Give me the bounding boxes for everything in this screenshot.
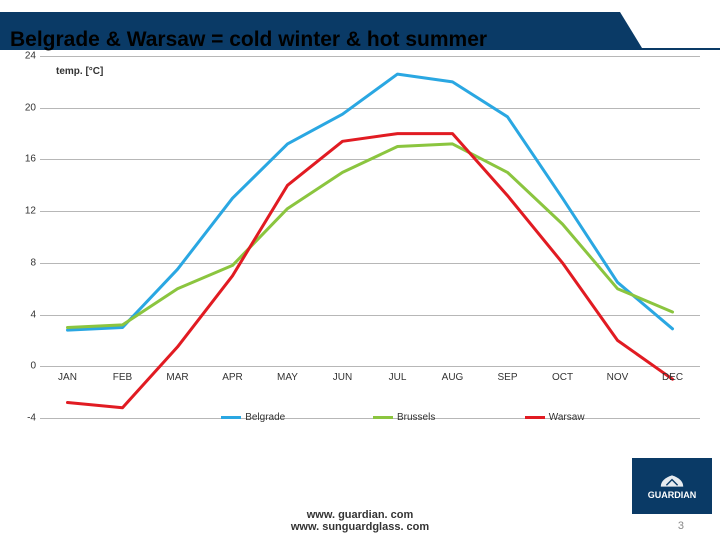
y-tick-label: 0 [8,361,36,372]
y-tick-label: 4 [8,309,36,320]
x-tick-label: SEP [497,372,517,383]
legend-label: Warsaw [549,412,585,423]
series-line-brussels [68,144,673,328]
x-tick-label: OCT [552,372,573,383]
y-tick-label: 12 [8,206,36,217]
x-tick-label: APR [222,372,243,383]
title-bar: Belgrade & Warsaw = cold winter & hot su… [0,12,720,48]
chart-lines [40,56,700,418]
gridline [40,418,700,419]
brand-logo: GUARDIAN [632,458,712,514]
x-tick-label: JUN [333,372,352,383]
x-tick-label: DEC [662,372,683,383]
legend-item-warsaw: Warsaw [525,412,585,423]
legend-label: Brussels [397,412,435,423]
page-title: Belgrade & Warsaw = cold winter & hot su… [10,28,487,52]
y-tick-label: 24 [8,51,36,62]
legend-swatch [221,416,241,419]
x-tick-label: NOV [607,372,629,383]
footer-urls: www. guardian. com www. sunguardglass. c… [0,509,720,534]
x-tick-label: AUG [442,372,464,383]
temperature-chart: -404812162024 temp. [°C] JANFEBMARAPRMAY… [10,52,710,472]
y-tick-label: -4 [8,413,36,424]
y-tick-label: 20 [8,102,36,113]
footer-url-1: www. guardian. com [0,509,720,522]
slide: Belgrade & Warsaw = cold winter & hot su… [0,0,720,540]
x-tick-label: MAR [166,372,188,383]
y-tick-label: 16 [8,154,36,165]
y-tick-label: 8 [8,257,36,268]
x-tick-label: FEB [113,372,132,383]
series-line-warsaw [68,134,673,408]
x-tick-label: JUL [389,372,407,383]
x-tick-label: JAN [58,372,77,383]
legend-swatch [525,416,545,419]
x-tick-label: MAY [277,372,298,383]
chart-plot-area: -404812162024 [40,56,700,418]
footer-url-2: www. sunguardglass. com [0,521,720,534]
legend-swatch [373,416,393,419]
legend-label: Belgrade [245,412,285,423]
guardian-icon [658,472,686,490]
legend-item-belgrade: Belgrade [221,412,285,423]
brand-name: GUARDIAN [648,490,697,500]
y-axis-inset-label: temp. [°C] [56,66,103,77]
legend-item-brussels: Brussels [373,412,435,423]
